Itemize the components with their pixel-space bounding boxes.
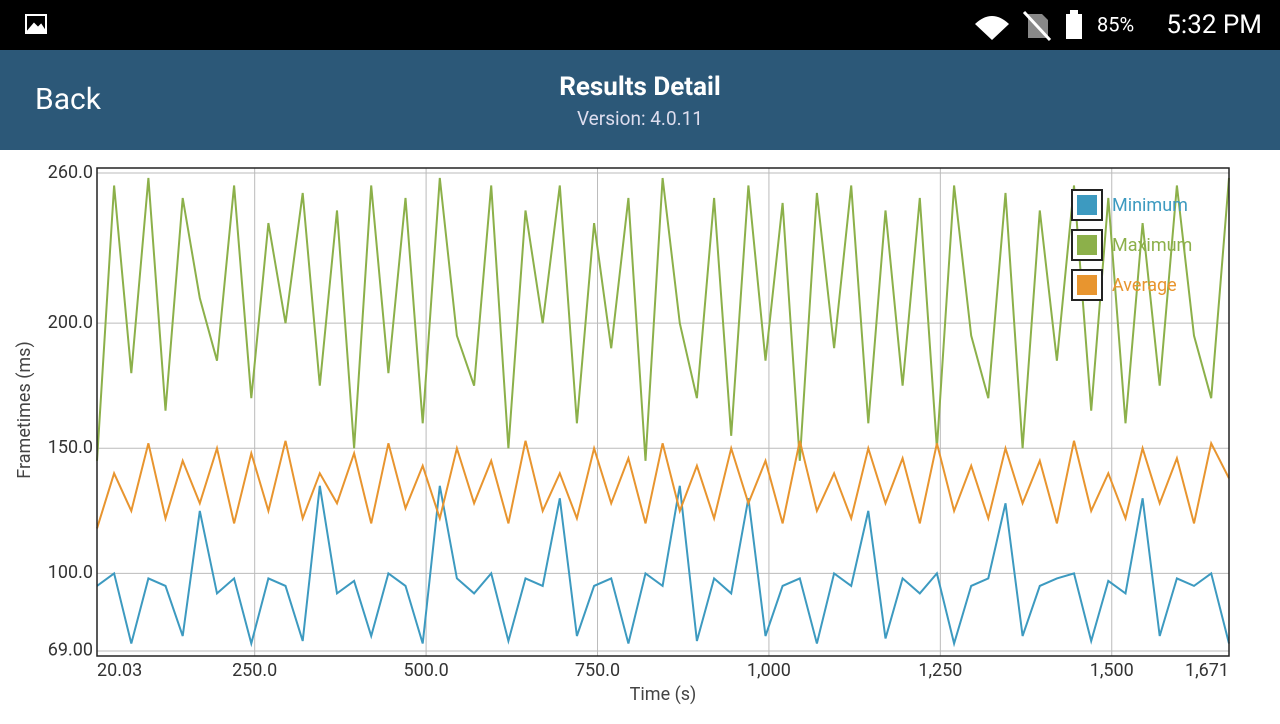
plot-border [96,167,1230,657]
back-button[interactable]: Back [35,82,102,117]
x-tick-label: 20.03 [97,660,142,681]
y-tick-label: 200.0 [48,312,93,333]
plot: 69.00 100.0 150.0 200.0 260.0 20.03 250.0 500.0… [48,162,1230,681]
sim-icon [1022,10,1052,42]
x-tick-label: 500.0 [403,660,448,681]
legend-label: Minimum [1112,195,1188,216]
x-tick-label: 750.0 [575,660,620,681]
series-line [96,440,1230,529]
legend-swatch [1077,195,1097,215]
legend-swatch [1077,275,1097,295]
legend-swatch [1077,235,1097,255]
subtitle: Version: 4.0.11 [577,107,703,130]
gallery-icon [25,14,47,34]
y-tick-label: 100.0 [48,562,93,583]
title: Results Detail [559,72,721,102]
x-tick-label: 1,250 [918,660,962,681]
series-line [96,177,1230,461]
clock: 5:32 PM [1166,10,1262,40]
header [0,50,1280,150]
y-tick-label: 69.00 [48,640,93,661]
battery-icon [1066,10,1082,39]
x-tick-label: 1,500 [1090,660,1134,681]
y-tick-label: 150.0 [48,437,93,458]
y-axis-label: Frametimes (ms) [14,341,35,478]
status-bar [0,0,1280,50]
legend-label: Average [1112,275,1177,296]
y-tick-label: 260.0 [48,162,93,183]
x-tick-label: 1,671 [1185,660,1229,681]
battery-text: 85% [1097,12,1134,36]
x-tick-label: 250.0 [232,660,277,681]
wifi-icon [975,16,1009,40]
x-tick-label: 1,000 [747,660,791,681]
series-line [96,485,1230,648]
x-axis-label: Time (s) [630,684,697,705]
legend-label: Maximum [1112,235,1192,256]
